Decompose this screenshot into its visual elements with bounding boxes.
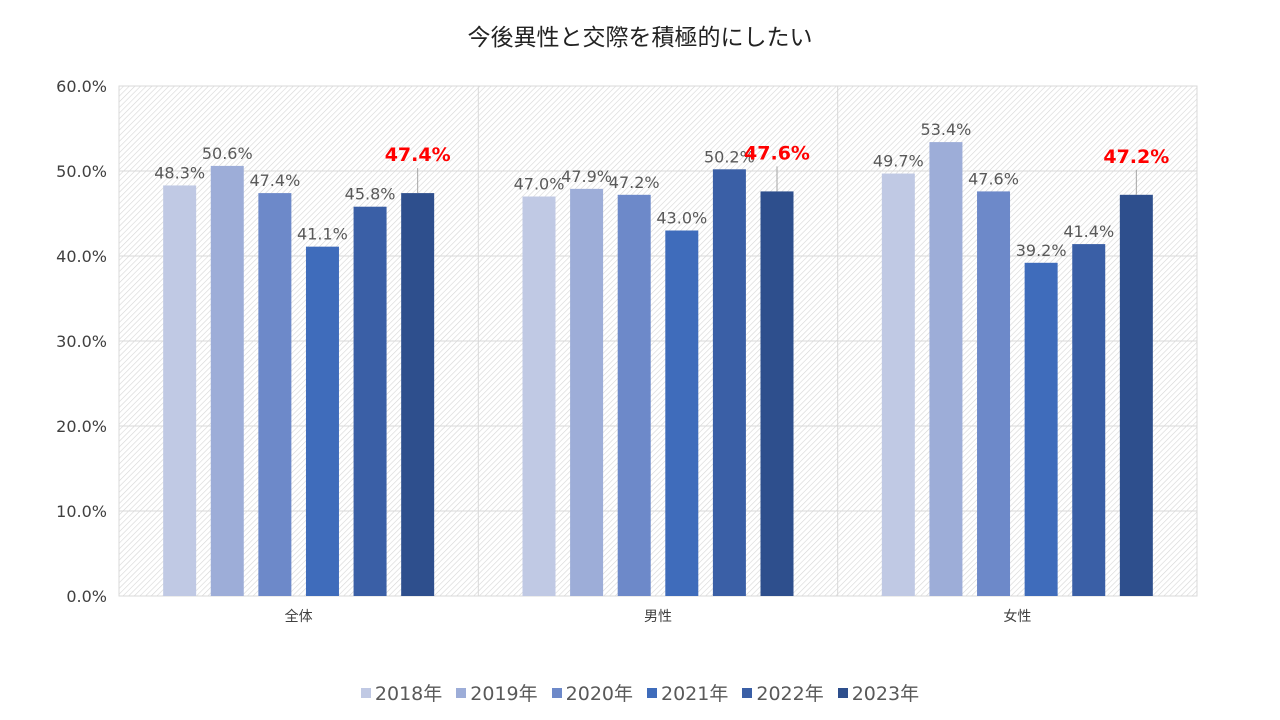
data-label: 50.6% [202,144,253,163]
legend-item: 2022年 [742,679,824,706]
bar-2018年 [522,196,556,596]
bar-2022年 [712,169,746,597]
y-tick-label: 0.0% [66,587,107,606]
bar-2019年 [929,142,963,596]
y-tick-label: 30.0% [56,332,107,351]
data-label-highlight: 47.6% [744,142,810,164]
bar-2020年 [258,193,292,596]
data-label: 48.3% [154,163,205,182]
data-label: 50.2% [704,147,755,166]
bar-2020年 [617,194,651,597]
y-tick-label: 60.0% [56,77,107,96]
y-tick-label: 10.0% [56,502,107,521]
legend-item: 2020年 [551,679,633,706]
y-tick-label: 20.0% [56,417,107,436]
bar-2019年 [570,188,604,596]
bar-2021年 [665,230,699,596]
x-category-label: 全体 [285,608,313,625]
data-label: 47.2% [609,173,660,192]
y-tick-label: 40.0% [56,247,107,266]
data-label: 49.7% [873,152,924,171]
bar-2020年 [977,191,1011,596]
bar-2021年 [1024,262,1058,596]
legend-swatch [742,687,753,698]
legend-swatch [551,687,562,698]
legend-swatch [837,687,848,698]
data-label: 53.4% [921,120,972,139]
x-category-label: 男性 [644,609,672,625]
data-label-highlight: 47.2% [1103,146,1169,168]
legend-label: 2023年 [851,683,920,705]
legend-item: 2023年 [837,679,920,706]
x-category-label: 女性 [1003,608,1031,625]
legend-item: 2018年 [360,679,443,706]
data-label: 47.0% [514,175,565,194]
legend-swatch [647,687,657,698]
legend-swatch [456,687,467,698]
data-label: 41.4% [1063,222,1114,241]
legend-label: 2020年 [565,683,633,705]
bar-2023年 [760,191,794,596]
legend-label: 2021年 [661,683,729,705]
bar-2023年 [1119,194,1153,597]
bar-2022年 [353,206,387,596]
legend-label: 2022年 [756,683,824,705]
data-label: 39.2% [1016,241,1067,260]
legend: 2018年 2019年 2020年 2021年 2022年 2023年 [0,679,1280,706]
bar-2023年 [401,193,435,596]
data-label-highlight: 47.4% [385,144,451,166]
bar-2018年 [163,185,197,596]
data-label: 41.1% [297,225,348,244]
legend-label: 2018年 [374,683,443,705]
legend-item: 2021年 [647,679,728,706]
data-label: 47.4% [249,171,300,190]
bar-2018年 [881,173,915,597]
chart-title: 今後異性と交際を積極的にしたい [467,25,813,51]
data-label: 45.8% [345,185,396,204]
bar-2021年 [305,246,339,596]
data-label: 47.6% [968,169,1019,188]
y-tick-label: 50.0% [56,162,107,181]
data-label: 43.0% [656,209,707,228]
legend-label: 2019年 [470,683,538,705]
bar-2022年 [1072,244,1106,596]
bar-2019年 [210,165,244,596]
legend-item: 2019年 [456,679,538,706]
data-label: 47.9% [561,167,612,186]
legend-swatch [360,687,371,698]
